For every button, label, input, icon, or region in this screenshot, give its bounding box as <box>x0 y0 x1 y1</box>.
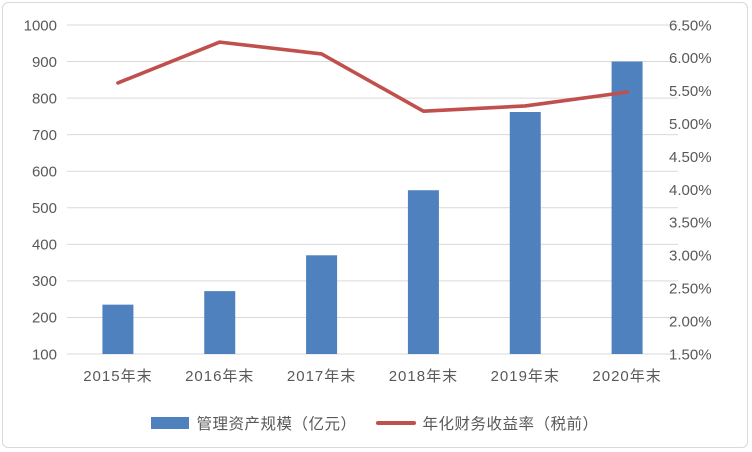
bar-2018年末 <box>407 190 439 354</box>
x-axis-tick-label: 2019年末 <box>491 368 560 385</box>
bar-series-swatch <box>151 417 190 429</box>
right-axis-tick-label: 5.50% <box>669 83 712 100</box>
trend-line <box>116 40 629 113</box>
legend-item-bar-series: 管理资产规模（亿元） <box>151 412 356 434</box>
plot-svg: 100 200 300 400 500 600 700 800 900 1000 1.50% 2.00… <box>24 17 712 385</box>
right-axis-tick-label: 4.00% <box>669 182 712 199</box>
x-axis-tick-label: 2018年末 <box>389 368 458 385</box>
left-axis-tick-label: 700 <box>32 127 57 144</box>
left-axis-tick-label: 1000 <box>24 17 57 34</box>
left-axis-tick-label: 100 <box>32 346 57 363</box>
legend-item-line-series: 年化财务收益率（税前） <box>375 412 599 434</box>
right-axis-tick-label: 6.00% <box>669 50 712 67</box>
bar-2015年末 <box>102 304 134 354</box>
bar-2020年末 <box>611 61 643 355</box>
line-series-swatch <box>375 421 416 425</box>
right-axis-tick-label: 3.50% <box>669 215 712 232</box>
chart-area: 100 200 300 400 500 600 700 800 900 1000 1.50% 2.00… <box>2 2 748 448</box>
x-axis-tick-label: 2017年末 <box>287 368 356 385</box>
left-axis-tick-label: 500 <box>32 200 57 217</box>
bar-2017年末 <box>306 255 338 354</box>
left-axis-tick-label: 300 <box>32 273 57 290</box>
right-axis-tick-label: 4.50% <box>669 149 712 166</box>
chart-legend: 管理资产规模（亿元） 年化财务收益率（税前） <box>3 412 747 434</box>
x-axis-tick-label: 2020年末 <box>592 368 661 385</box>
x-axis-tick-label: 2015年末 <box>83 368 152 385</box>
x-axis-tick-label: 2016年末 <box>185 368 254 385</box>
right-axis-tick-label: 6.50% <box>669 17 712 34</box>
right-axis-tick-label: 1.50% <box>669 346 712 363</box>
right-axis-tick-label: 5.00% <box>669 116 712 133</box>
left-axis-tick-label: 200 <box>32 310 57 327</box>
line-series-label: 年化财务收益率（税前） <box>422 416 599 433</box>
right-axis-tick-label: 3.00% <box>669 248 712 265</box>
bar-2016年末 <box>204 291 236 354</box>
left-axis-tick-label: 600 <box>32 163 57 180</box>
bar-2019年末 <box>509 112 541 354</box>
bar-series-label: 管理资产规模（亿元） <box>196 416 357 433</box>
left-axis-tick-label: 900 <box>32 54 57 71</box>
left-axis-tick-label: 800 <box>32 90 57 107</box>
left-axis-tick-label: 400 <box>32 237 57 254</box>
right-axis-tick-label: 2.50% <box>669 280 712 297</box>
right-axis-tick-label: 2.00% <box>669 313 712 330</box>
